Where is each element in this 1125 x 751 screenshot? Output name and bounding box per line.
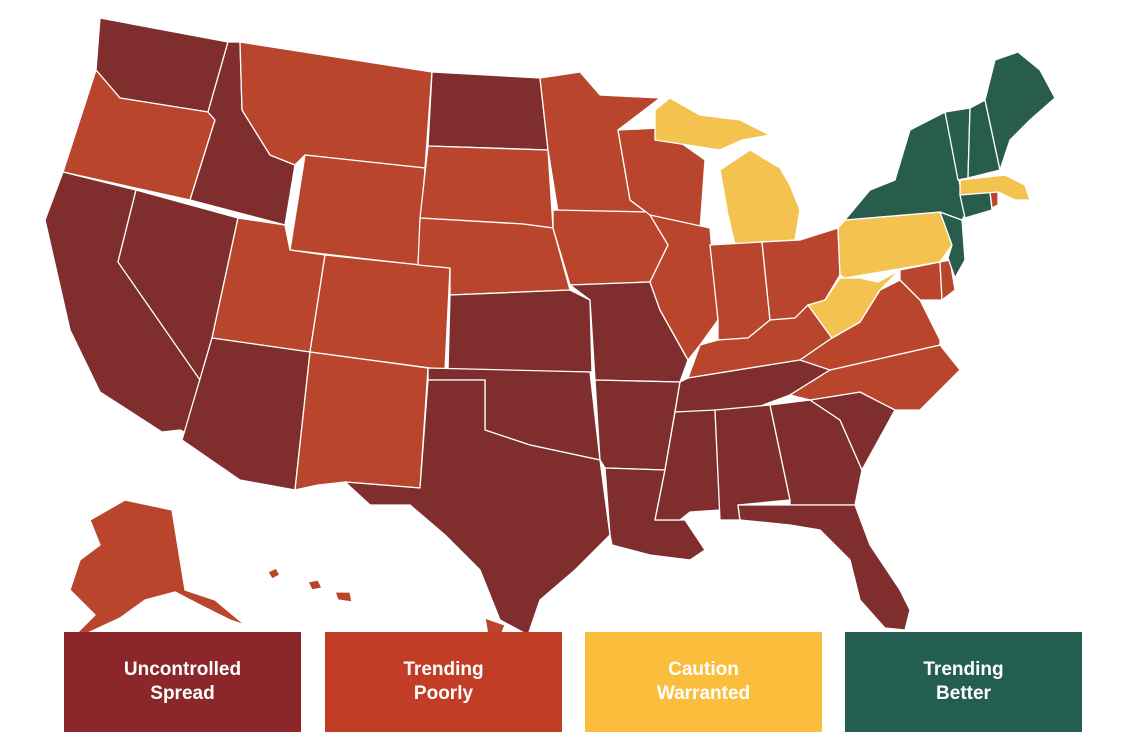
state-ME[interactable] [984, 51, 1056, 171]
legend-trending-poorly: Trending Poorly [325, 632, 562, 732]
state-KS[interactable] [447, 289, 593, 373]
state-WY[interactable] [289, 154, 426, 266]
state-RI[interactable] [989, 191, 999, 209]
state-AK[interactable] [64, 499, 246, 646]
state-IN[interactable] [709, 241, 771, 341]
state-WV[interactable] [807, 269, 901, 339]
state-CT[interactable] [959, 191, 993, 219]
legend-uncontrolled-spread: Uncontrolled Spread [64, 632, 301, 732]
state-MT[interactable] [239, 41, 433, 169]
state-ND[interactable] [427, 71, 549, 151]
legend-label-caution-warranted: Caution Warranted [656, 659, 751, 704]
legend-label-trending-poorly: Trending Poorly [403, 659, 484, 704]
legend-label-trending-better: Trending Better [923, 659, 1004, 704]
state-MI[interactable] [654, 97, 801, 246]
state-FL[interactable] [737, 504, 911, 631]
legend-caution-warranted: Caution Warranted [585, 632, 822, 732]
legend-label-uncontrolled-spread: Uncontrolled Spread [123, 659, 242, 704]
state-NM[interactable] [294, 351, 429, 491]
legend-trending-better: Trending Better [845, 632, 1082, 732]
state-HI[interactable] [267, 567, 506, 639]
state-MA[interactable] [959, 174, 1031, 201]
state-NY[interactable] [844, 111, 966, 221]
state-SD[interactable] [419, 145, 554, 229]
state-IA[interactable] [552, 209, 669, 286]
state-DE[interactable] [939, 259, 956, 301]
state-CO[interactable] [309, 254, 451, 371]
